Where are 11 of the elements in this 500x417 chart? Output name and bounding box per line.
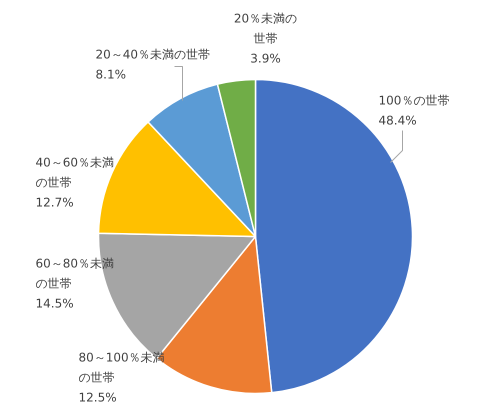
data-label: 8.1%	[96, 68, 126, 82]
data-label: 14.5%	[36, 296, 74, 310]
data-label: 12.5%	[78, 390, 117, 404]
data-label: 12.7%	[36, 196, 74, 210]
data-label: 48.4%	[378, 114, 417, 128]
slice-label: 40～60％未満の世帯	[36, 156, 114, 190]
slice-label: 20～40％未満の世帯	[96, 48, 210, 62]
slice-label: 20％未満の世帯	[234, 12, 298, 46]
slice-label: 100％の世帯	[378, 94, 450, 108]
slice-label: 60～80％未満の世帯	[36, 256, 114, 290]
data-label: 3.9%	[250, 52, 281, 66]
